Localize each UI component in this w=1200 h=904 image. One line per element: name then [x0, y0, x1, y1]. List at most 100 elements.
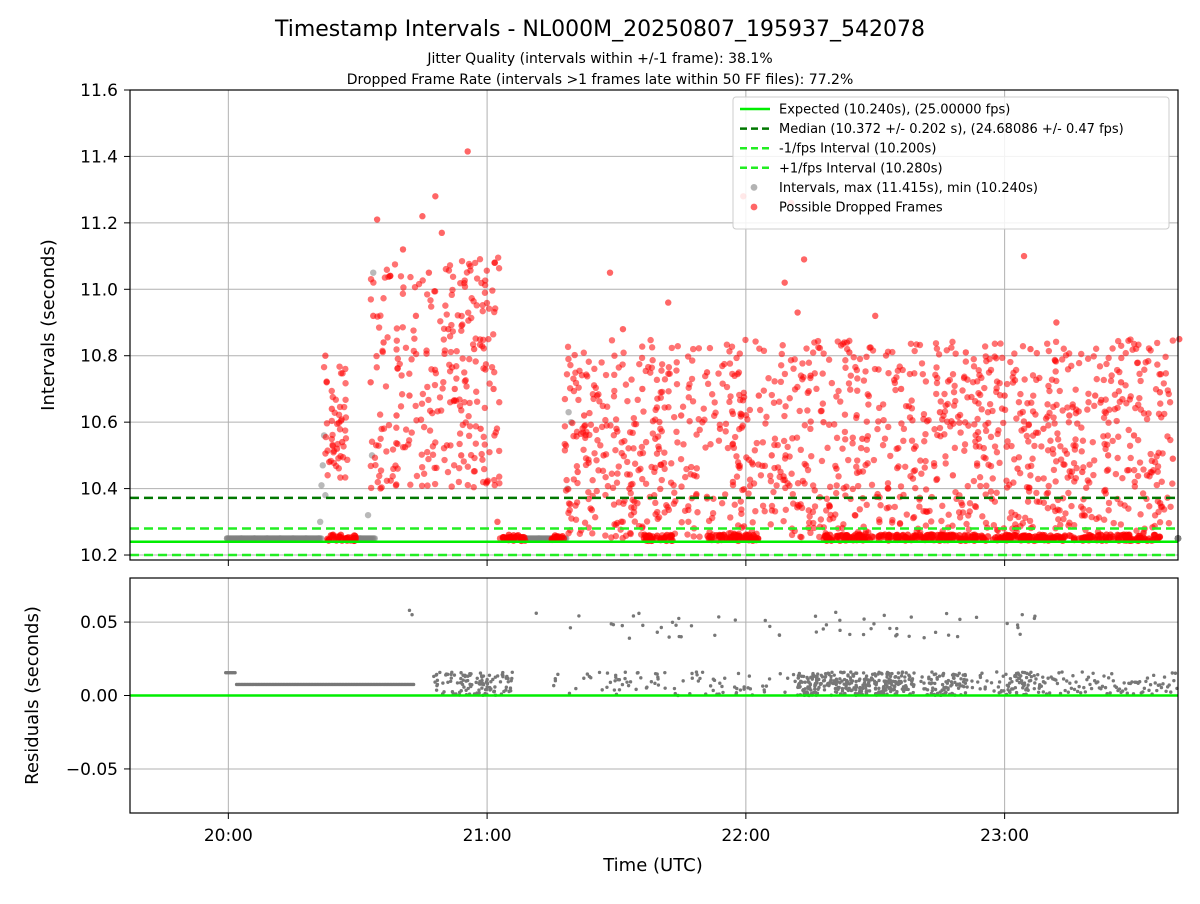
dropped-frame-point [1047, 437, 1054, 444]
residual-point [233, 671, 237, 675]
dropped-frame-point [494, 254, 502, 261]
dropped-frame-point [935, 351, 943, 358]
dropped-frame-point [964, 482, 971, 490]
dropped-frame-point [638, 354, 646, 362]
dropped-frame-point [1083, 484, 1090, 491]
residual-point [861, 632, 866, 637]
residual-point [935, 675, 939, 680]
dropped-frame-point [1100, 376, 1107, 384]
residual-point [838, 618, 842, 622]
residual-point [711, 688, 715, 693]
residual-point [553, 679, 558, 683]
dropped-frame-point [993, 449, 1001, 456]
dropped-frame-point [618, 439, 625, 446]
dropped-frame-point [423, 291, 431, 298]
interval-point [251, 535, 258, 542]
dropped-frame-point [963, 520, 970, 528]
dropped-frame-point [917, 457, 924, 464]
dropped-frame-point [678, 483, 685, 490]
dropped-frame-point [731, 372, 738, 380]
dropped-frame-point [708, 391, 716, 398]
dropped-frame-point [856, 355, 864, 363]
dropped-frame-point [1064, 404, 1071, 411]
residual-point [1162, 675, 1167, 679]
dropped-frame-point [991, 443, 999, 450]
dropped-frame-point [1160, 506, 1168, 513]
dropped-frame-point [1156, 371, 1163, 378]
dropped-frame-point [652, 499, 659, 507]
dropped-frame-point [427, 297, 434, 304]
dropped-frame-point [801, 460, 808, 468]
dropped-frame-point [773, 482, 780, 489]
dropped-frame-point [619, 325, 627, 333]
dropped-frame-point [494, 518, 501, 526]
dropped-frame-point [736, 350, 744, 357]
dropped-frame-point [1145, 410, 1152, 417]
dropped-frame-point [867, 344, 874, 351]
dropped-frame-point [1085, 399, 1092, 406]
dropped-frame-point [1020, 425, 1028, 432]
residual-point [1096, 680, 1100, 684]
dropped-frame-point [1103, 531, 1110, 539]
residual-point [768, 624, 772, 629]
dropped-frame-point [875, 418, 882, 425]
dropped-frame-point [731, 433, 739, 441]
residual-point [1054, 678, 1058, 682]
residual-point [1018, 632, 1022, 637]
dropped-frame-point [1062, 352, 1070, 359]
dropped-frame-point [367, 484, 375, 492]
y-tick-label: 11.0 [80, 280, 118, 300]
dropped-frame-point [612, 521, 620, 529]
dropped-frame-point [649, 357, 656, 364]
residual-point [434, 688, 439, 692]
residual-point [999, 689, 1004, 693]
dropped-frame-point [877, 502, 884, 509]
residual-point [690, 676, 694, 680]
dropped-frame-point [393, 346, 400, 353]
dropped-frame-point [585, 524, 592, 531]
dropped-frame-point [587, 421, 595, 428]
residual-point [813, 683, 817, 687]
dropped-frame-point [656, 418, 663, 426]
dropped-frame-point [1154, 498, 1162, 505]
dropped-frame-point [473, 388, 480, 395]
residual-point [1041, 675, 1045, 679]
residual-point [809, 688, 813, 692]
dropped-frame-point [491, 308, 498, 316]
dropped-frame-point [1105, 507, 1112, 514]
dropped-frame-point [810, 519, 817, 527]
residual-point [720, 684, 724, 689]
dropped-frame-point [442, 265, 450, 273]
dropped-frame-point [1015, 513, 1022, 521]
dropped-frame-point [760, 387, 768, 394]
dropped-frame-point [431, 480, 439, 488]
legend-marker [750, 203, 758, 211]
dropped-frame-point [400, 284, 407, 291]
dropped-frame-point [981, 384, 988, 392]
dropped-frame-point [1090, 353, 1097, 360]
dropped-frame-point [776, 398, 783, 405]
interval-point [535, 535, 543, 542]
residual-point [949, 680, 954, 684]
residual-point [885, 675, 889, 679]
dropped-frame-point [428, 366, 435, 373]
x-tick-label: 21:00 [463, 826, 512, 846]
dropped-frame-point [429, 409, 436, 417]
residual-point [877, 678, 881, 683]
dropped-frame-point [782, 403, 789, 410]
dropped-frame-point [394, 355, 402, 362]
dropped-frame-point [978, 374, 985, 382]
dropped-frame-point [767, 477, 775, 485]
dropped-frame-point [1045, 347, 1053, 355]
dropped-frame-point [845, 380, 853, 387]
residual-point [1148, 683, 1153, 687]
dropped-frame-point [768, 502, 776, 510]
dropped-frame-point [460, 458, 467, 465]
dropped-frame-point [432, 193, 439, 200]
dropped-frame-point [983, 482, 990, 489]
dropped-frame-point [898, 420, 905, 427]
dropped-frame-point [420, 470, 428, 477]
residual-point [457, 690, 462, 695]
dropped-frame-point [598, 359, 605, 366]
